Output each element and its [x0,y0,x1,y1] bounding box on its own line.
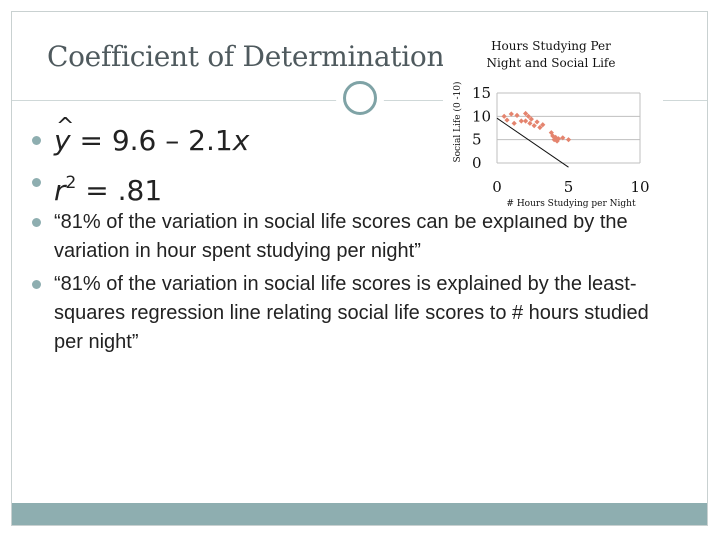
quote-explained-by-regression: “81% of the variation in social life sco… [30,270,670,357]
bullet-list: y = 9.6 – 2.1x r2 = .81 “81% of the vari… [30,106,670,357]
data-point-1 [504,117,510,123]
y-tick-label-3: 15 [472,84,491,102]
data-point-11 [531,123,537,129]
regression-equation: y = 9.6 – 2.1x [30,106,670,162]
x-axis-label: # Hours Studying per Night [506,199,636,209]
regression-line-group [496,117,569,168]
regression-x-symbol: x [232,124,250,157]
r-squared-exponent: 2 [65,173,77,193]
y-tick-label-0: 0 [472,154,482,172]
x-tick-label-0: 0 [492,178,502,196]
circle-ornament [340,78,380,118]
quote-explained-by-studying: “81% of the variation in social life sco… [30,208,670,266]
data-point-3 [511,120,517,126]
data-point-22 [565,137,572,143]
r-squared-value: = .81 [76,174,163,207]
data-point-9 [527,120,533,126]
footer-band [12,503,707,525]
data-point-0 [501,113,507,119]
x-tick-label-2: 10 [630,178,649,196]
y-tick-label-1: 5 [472,131,482,149]
regression-equation-rhs: = 9.6 – 2.1 [70,124,233,157]
y-tick-label-2: 10 [472,107,491,125]
y-axis-label: Social Life (0 -10) [452,81,463,162]
y-hat-symbol: y [54,106,74,162]
r-squared-equation: r2 = .81 [30,162,670,207]
x-tick-label-1: 5 [564,178,574,196]
y-tick-labels: 0 5 10 15 [472,84,491,172]
slide-title: Coefficient of Determination [47,40,445,73]
data-point-14 [540,122,546,128]
data-point-19 [554,138,560,144]
data-point-4 [514,112,520,118]
data-point-2 [508,111,514,117]
scatter-chart: Hours Studying Per Night and Social Life… [452,39,650,209]
chart-panel: Hours Studying Per Night and Social Life… [443,30,663,215]
chart-title-line-2: Night and Social Life [487,56,616,70]
data-point-5 [518,118,524,124]
r-symbol: r [54,174,66,207]
data-point-12 [534,119,540,125]
gridlines [496,92,641,164]
data-point-20 [555,136,562,142]
x-tick-labels: 0 5 10 [492,178,649,196]
data-point-6 [523,118,529,124]
regression-line [496,117,569,168]
chart-title-line-1: Hours Studying Per [491,39,611,53]
data-point-10 [528,116,534,122]
